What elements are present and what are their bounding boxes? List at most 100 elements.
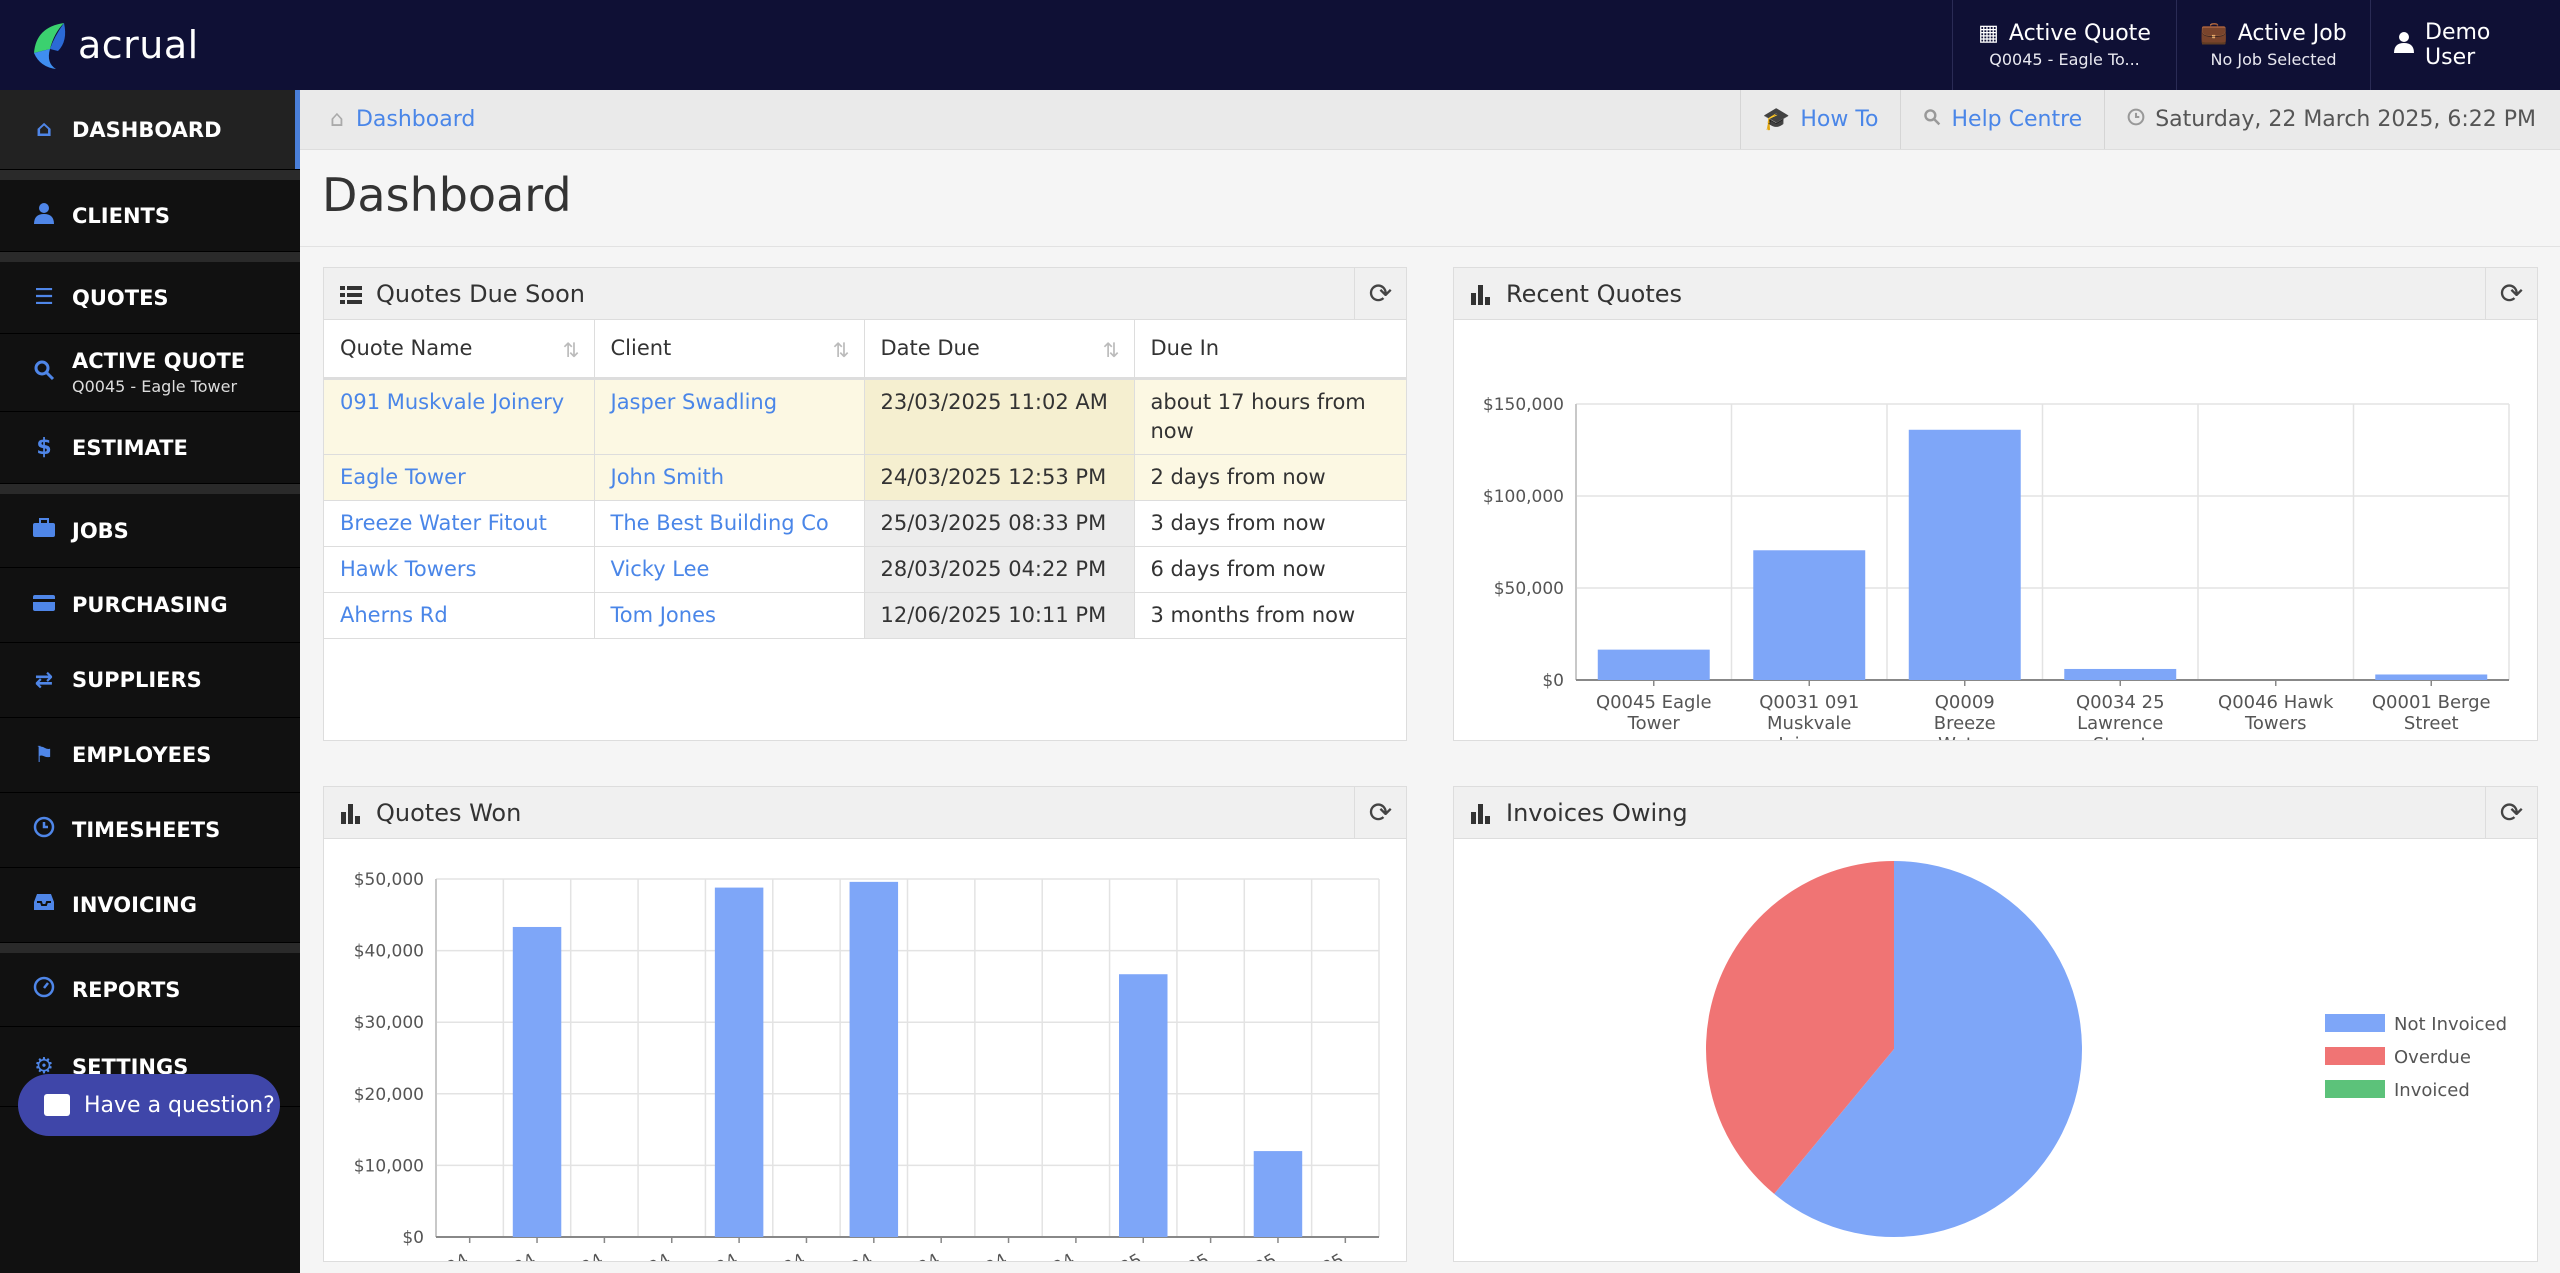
client-link[interactable]: Tom Jones <box>594 592 865 639</box>
y-tick-label: $0 <box>1542 671 1564 691</box>
quotes-won-panel: Quotes Won ⟳ $0 $10,000 $20,000 $30,000 $40,… <box>323 786 1407 1273</box>
search-icon <box>1923 107 1941 132</box>
x-tick-label: Breeze <box>1934 713 1996 734</box>
quote-name-link[interactable]: Breeze Water Fitout <box>324 500 595 547</box>
invoices-owing-chart: Not Invoiced Overdue Invoiced <box>1706 861 2507 1237</box>
bar <box>512 926 562 1237</box>
legend-label: Not Invoiced <box>2394 1014 2507 1035</box>
search-icon <box>30 359 58 387</box>
x-tick-label: Sep 24 <box>815 1250 876 1261</box>
client-link[interactable]: Vicky Lee <box>594 546 865 593</box>
date-due-cell: 28/03/2025 04:22 PM <box>864 546 1135 593</box>
sidebar-item-label: JOBS <box>72 518 129 543</box>
sidebar-item-label: DASHBOARD <box>72 117 222 142</box>
sidebar-item-label: ESTIMATE <box>72 435 188 460</box>
y-tick-label: $100,000 <box>1483 487 1564 507</box>
breadcrumb-dashboard[interactable]: ⌂ Dashboard <box>300 107 475 132</box>
sidebar-item-estimate[interactable]: $ ESTIMATE <box>0 412 300 484</box>
user-name: Demo User <box>2425 20 2491 70</box>
sidebar-item-suppliers[interactable]: ⇄ SUPPLIERS <box>0 643 300 718</box>
sort-icon[interactable]: ⇅ <box>832 338 850 362</box>
x-tick-label: Apr 24 <box>481 1250 540 1261</box>
user-menu[interactable]: Demo User <box>2370 0 2560 90</box>
quote-name-link[interactable]: 091 Muskvale Joinery <box>324 378 595 455</box>
home-icon: ⌂ <box>330 107 344 132</box>
dollar-icon: $ <box>36 435 52 460</box>
credit-card-icon <box>30 593 58 618</box>
y-tick-label: $50,000 <box>1494 579 1564 599</box>
table-icon: ▦ <box>1978 21 1999 46</box>
app-name: acrual <box>78 23 199 67</box>
column-header-quote-name[interactable]: Quote Name ⇅ <box>324 320 595 380</box>
sidebar-item-invoicing[interactable]: INVOICING <box>0 868 300 943</box>
legend-swatch <box>2325 1047 2385 1065</box>
refresh-icon[interactable]: ⟳ <box>1354 786 1406 839</box>
x-tick-label: Apr 25 <box>1289 1250 1348 1261</box>
date-due-cell: 24/03/2025 12:53 PM <box>864 454 1135 501</box>
x-tick-label: Oct 24 <box>885 1250 944 1261</box>
x-tick-label: Q0045 Eagle <box>1596 692 1712 713</box>
column-header-date-due[interactable]: Date Due ⇅ <box>864 320 1135 380</box>
y-tick-label: $30,000 <box>354 1013 424 1033</box>
due-in-cell: 3 months from now <box>1134 592 1406 639</box>
quote-name-link[interactable]: Aherns Rd <box>324 592 595 639</box>
clock-icon <box>30 816 58 844</box>
sidebar-item-timesheets[interactable]: TIMESHEETS <box>0 793 300 868</box>
active-quote-menu[interactable]: ▦ Active Quote Q0045 - Eagle To... <box>1952 0 2176 90</box>
current-datetime: Saturday, 22 March 2025, 6:22 PM <box>2104 90 2560 149</box>
sidebar-item-active-quote[interactable]: ACTIVE QUOTE Q0045 - Eagle Tower <box>0 334 300 412</box>
client-link[interactable]: John Smith <box>594 454 865 501</box>
quote-name-link[interactable]: Eagle Tower <box>324 454 595 501</box>
pie-slice <box>1774 861 2082 1237</box>
date-due-cell: 23/03/2025 11:02 AM <box>864 378 1135 455</box>
user-icon <box>30 202 58 230</box>
chat-icon <box>44 1094 70 1116</box>
x-tick-label: Joinery <box>1777 734 1840 740</box>
quote-name-link[interactable]: Hawk Towers <box>324 546 595 593</box>
x-tick-label: Jun 24 <box>617 1250 674 1261</box>
list-icon: ☰ <box>34 285 54 310</box>
sidebar-item-quotes[interactable]: ☰ QUOTES <box>0 262 300 334</box>
table-row: Aherns Rd Tom Jones 12/06/2025 10:11 PM 3 m… <box>324 592 1406 639</box>
x-tick-label: Jan 25 <box>1089 1250 1146 1261</box>
column-header-due-in: Due In <box>1134 320 1406 380</box>
panel-title: Invoices Owing <box>1506 798 1688 827</box>
refresh-icon[interactable]: ⟳ <box>2485 267 2537 320</box>
pie-slice <box>1706 861 1894 1194</box>
sidebar-item-clients[interactable]: CLIENTS <box>0 180 300 252</box>
sort-icon[interactable]: ⇅ <box>562 338 580 362</box>
x-tick-label: Muskvale <box>1767 713 1852 734</box>
how-to-link[interactable]: 🎓 How To <box>1739 90 1901 149</box>
graduation-cap-icon: 🎓 <box>1762 107 1791 132</box>
quotes-won-chart: $0 $10,000 $20,000 $30,000 $40,000 $50,000 Mar… <box>354 870 1380 1273</box>
sidebar-item-dashboard[interactable]: ⌂ DASHBOARD <box>0 90 300 170</box>
panel-header: Invoices Owing ⟳ <box>1454 786 2537 839</box>
sort-icon[interactable]: ⇅ <box>1102 338 1120 362</box>
sidebar-item-label: ACTIVE QUOTE <box>72 349 246 373</box>
help-centre-link[interactable]: Help Centre <box>1900 90 2104 149</box>
column-header-client[interactable]: Client ⇅ <box>594 320 865 380</box>
refresh-icon[interactable]: ⟳ <box>1354 267 1406 320</box>
sidebar-item-reports[interactable]: REPORTS <box>0 953 300 1027</box>
sidebar-item-label: QUOTES <box>72 285 169 310</box>
y-tick-label: $50,000 <box>354 870 424 890</box>
client-link[interactable]: Jasper Swadling <box>594 378 865 455</box>
x-tick-label: Dec 24 <box>1016 1250 1078 1261</box>
x-tick-label: Street <box>2404 713 2459 734</box>
sidebar-item-employees[interactable]: ⚑ EMPLOYEES <box>0 718 300 793</box>
panel-header: Quotes Won ⟳ <box>324 786 1406 839</box>
sidebar-item-purchasing[interactable]: PURCHASING <box>0 568 300 643</box>
briefcase-icon: 💼 <box>2200 21 2228 46</box>
active-quote-value: Q0045 - Eagle To... <box>1989 50 2140 69</box>
user-icon <box>2393 31 2415 59</box>
sidebar-item-jobs[interactable]: JOBS <box>0 494 300 568</box>
legend-label: Invoiced <box>2394 1080 2470 1101</box>
refresh-icon[interactable]: ⟳ <box>2485 786 2537 839</box>
date-due-cell: 12/06/2025 10:11 PM <box>864 592 1135 639</box>
have-a-question-button[interactable]: Have a question? <box>18 1074 280 1136</box>
panel-title: Quotes Won <box>376 798 522 827</box>
quotes-due-table: Quote Name ⇅ Client ⇅ Date Due ⇅ Due In 091… <box>324 320 1406 639</box>
app-logo[interactable]: acrual <box>0 0 300 90</box>
client-link[interactable]: The Best Building Co <box>594 500 865 547</box>
active-job-menu[interactable]: 💼 Active Job No Job Selected <box>2176 0 2370 90</box>
